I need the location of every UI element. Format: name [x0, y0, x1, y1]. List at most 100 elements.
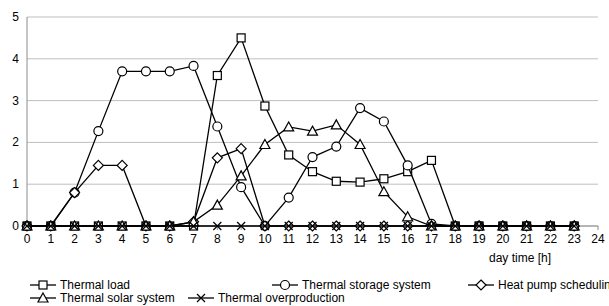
x-tick-label: 2 — [71, 232, 78, 246]
y-tick-label: 0 — [12, 219, 19, 233]
data-point — [475, 222, 483, 230]
data-point — [261, 102, 269, 110]
legend: Thermal load Thermal storage system Heat p… — [30, 278, 609, 305]
x-tick-label: 12 — [306, 232, 320, 246]
grid-line — [27, 142, 598, 143]
data-point — [499, 222, 507, 230]
data-point — [189, 61, 198, 70]
grid-line — [27, 100, 598, 101]
x-tick-label: 8 — [214, 232, 221, 246]
data-point — [285, 151, 293, 159]
data-point — [309, 222, 317, 230]
data-point — [332, 222, 340, 230]
x-tick-label: 20 — [496, 232, 510, 246]
data-point — [356, 104, 365, 113]
x-tick-label: 16 — [401, 232, 415, 246]
data-point — [212, 200, 222, 209]
y-tick-label: 4 — [12, 52, 19, 66]
data-point — [331, 120, 341, 129]
data-point — [93, 160, 103, 170]
chart: 0123450123456789101112131415161718192021… — [0, 0, 609, 306]
x-tick-label: 18 — [449, 232, 463, 246]
data-point — [237, 34, 245, 42]
legend-label: Thermal solar system — [60, 291, 175, 305]
data-point — [546, 222, 554, 230]
y-tick-label: 5 — [12, 10, 19, 24]
data-point — [427, 222, 435, 230]
grid-line — [27, 58, 598, 59]
x-tick-label: 6 — [166, 232, 173, 246]
data-point — [237, 222, 245, 230]
data-point — [380, 175, 388, 183]
data-point — [237, 183, 246, 192]
x-tick-label: 22 — [544, 232, 558, 246]
y-tick-label: 2 — [12, 135, 19, 149]
data-point — [284, 122, 294, 131]
data-point — [117, 160, 127, 170]
data-point — [570, 222, 578, 230]
x-tick — [598, 226, 599, 230]
x-tick-label: 13 — [330, 232, 344, 246]
data-point — [356, 222, 364, 230]
data-point — [141, 67, 150, 76]
data-point — [142, 222, 150, 230]
series-line — [27, 125, 574, 226]
data-point — [118, 222, 126, 230]
x-tick-label: 21 — [520, 232, 534, 246]
x-tick-label: 14 — [353, 232, 367, 246]
data-point — [379, 117, 388, 126]
data-point — [94, 222, 102, 230]
legend-marker — [476, 280, 486, 290]
data-point — [47, 222, 55, 230]
series-line — [27, 149, 574, 226]
x-tick-label: 23 — [568, 232, 582, 246]
data-point — [71, 222, 79, 230]
data-point — [236, 144, 246, 154]
x-tick-label: 1 — [47, 232, 54, 246]
data-point — [165, 67, 174, 76]
data-point — [403, 161, 412, 170]
data-point — [332, 177, 340, 185]
x-tick-label: 24 — [591, 232, 605, 246]
legend-label: Thermal load — [60, 278, 130, 292]
legend-label: Heat pump scheduling — [498, 278, 609, 292]
grid-line — [27, 17, 598, 18]
data-point — [284, 193, 293, 202]
data-point — [356, 178, 364, 186]
data-point — [213, 122, 222, 131]
data-point — [379, 187, 389, 196]
x-tick-label: 19 — [472, 232, 486, 246]
data-point — [166, 222, 174, 230]
data-point — [451, 222, 459, 230]
data-point — [118, 67, 127, 76]
x-tick-label: 15 — [377, 232, 391, 246]
y-tick-label: 3 — [12, 94, 19, 108]
y-tick-label: 1 — [12, 177, 19, 191]
x-tick-label: 4 — [119, 232, 126, 246]
x-tick-label: 0 — [24, 232, 31, 246]
data-point — [23, 222, 31, 230]
legend-marker — [197, 294, 205, 302]
data-point — [404, 222, 412, 230]
legend-marker — [281, 281, 290, 290]
data-point — [70, 188, 80, 198]
data-point — [236, 171, 246, 180]
x-tick-label: 9 — [238, 232, 245, 246]
data-point — [427, 156, 435, 164]
legend-marker — [39, 281, 47, 289]
data-point — [213, 72, 221, 80]
plot-area — [22, 34, 579, 231]
data-point — [308, 153, 317, 162]
x-tick-label: 7 — [190, 232, 197, 246]
legend-label: Thermal storage system — [302, 278, 431, 292]
x-tick-label: 5 — [143, 232, 150, 246]
x-tick-label: 11 — [282, 232, 295, 246]
grid-line — [27, 184, 598, 185]
x-axis-label: day time [h] — [489, 251, 551, 265]
data-point — [213, 222, 221, 230]
x-tick-label: 3 — [95, 232, 102, 246]
data-point — [403, 212, 413, 221]
data-point — [523, 222, 531, 230]
series-line — [27, 66, 574, 226]
series-line — [27, 225, 574, 226]
